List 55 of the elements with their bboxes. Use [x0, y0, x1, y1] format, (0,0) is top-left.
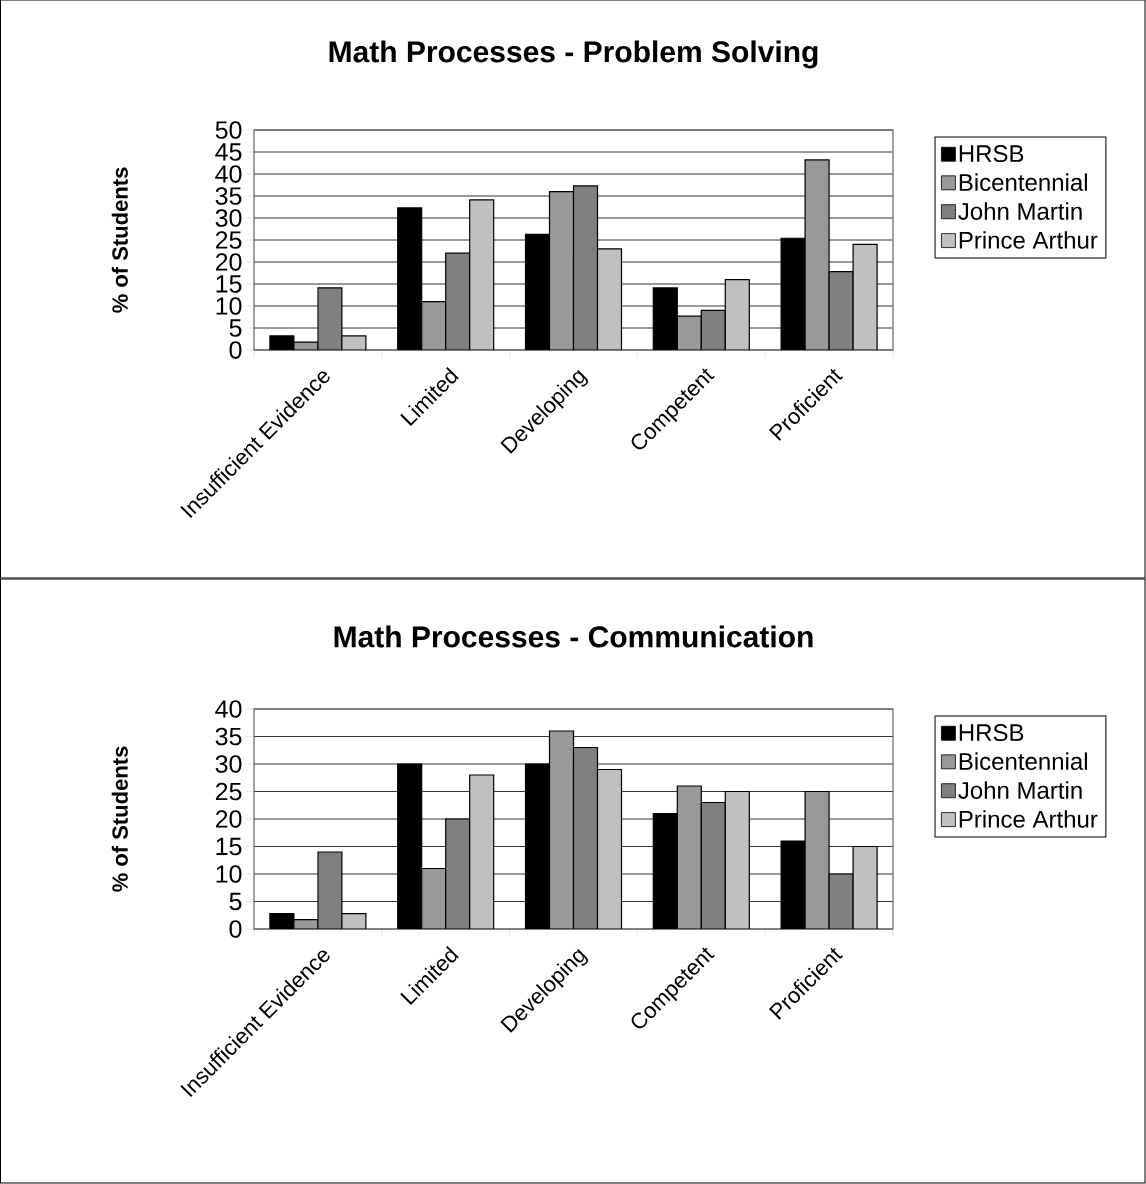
- y-tick-label: 10: [216, 865, 242, 883]
- bar: [596, 248, 623, 350]
- y-tick-label: 30: [215, 209, 242, 227]
- chart-title: Math Processes - Problem Solving: [329, 40, 818, 69]
- y-tick-label: 10: [216, 297, 242, 315]
- y-tick-label: 40: [215, 700, 242, 718]
- y-tick-label: 0: [229, 341, 242, 359]
- bar: [572, 185, 599, 350]
- bar: [700, 801, 726, 929]
- y-tick-label: 5: [229, 319, 242, 337]
- y-tick-label: 45: [215, 143, 242, 161]
- y-tick-label: 40: [215, 165, 242, 183]
- y-tick-label: 20: [215, 810, 242, 828]
- bar: [804, 159, 830, 350]
- bar: [596, 768, 623, 929]
- legend-label: Prince Arthur: [959, 231, 1098, 249]
- bar: [469, 199, 495, 350]
- y-tick-label: 15: [216, 275, 242, 293]
- bar: [852, 243, 878, 350]
- y-tick-label: 20: [215, 253, 242, 271]
- bar: [828, 271, 854, 350]
- bar: [572, 746, 599, 929]
- bar: [852, 845, 878, 929]
- y-tick-label: 35: [215, 187, 242, 205]
- bar: [676, 785, 702, 929]
- bar: [469, 774, 495, 929]
- legend-label: Prince Arthur: [959, 810, 1098, 828]
- bar: [445, 252, 471, 350]
- legend-label: HRSB: [959, 724, 1024, 742]
- y-tick-label: 0: [229, 920, 242, 938]
- bar: [445, 818, 471, 929]
- y-tick-label: 25: [215, 231, 242, 249]
- chart-title: Math Processes - Communication: [334, 625, 813, 648]
- legend-label: HRSB: [959, 145, 1024, 163]
- bar: [700, 309, 726, 350]
- legend-label: John Martin: [958, 781, 1082, 799]
- bar: [548, 191, 575, 350]
- bar: [548, 730, 575, 929]
- bar: [676, 315, 702, 350]
- y-axis-title: % of Students: [111, 167, 128, 313]
- legend-label: Bicentennial: [959, 173, 1087, 191]
- y-tick-label: 15: [216, 837, 242, 856]
- legend-label: Bicentennial: [959, 752, 1087, 770]
- bar: [421, 301, 447, 350]
- bar: [724, 279, 750, 350]
- bar: [724, 790, 750, 929]
- y-axis-title: % of Students: [111, 746, 128, 892]
- y-tick-label: 50: [215, 121, 242, 139]
- y-tick-label: 5: [229, 892, 242, 911]
- legend-label: John Martin: [958, 202, 1082, 220]
- y-tick-label: 35: [215, 727, 242, 746]
- bar: [421, 867, 447, 929]
- y-tick-label: 25: [215, 782, 242, 801]
- y-tick-label: 30: [215, 755, 242, 773]
- bar: [804, 790, 830, 929]
